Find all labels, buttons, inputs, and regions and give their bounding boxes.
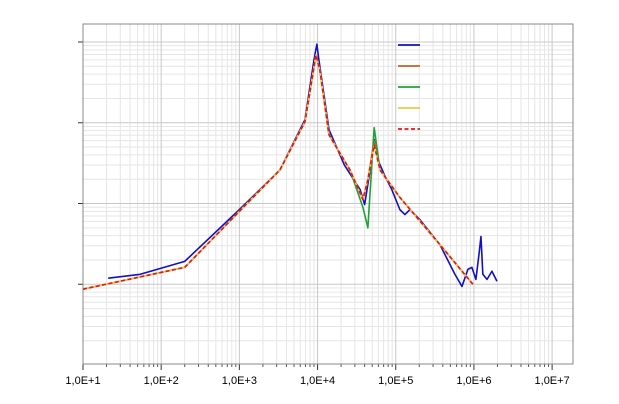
x-tick-label: 1,0E+3 — [222, 375, 257, 387]
plot-frame — [82, 23, 574, 365]
series-line — [83, 54, 474, 290]
x-tick-label: 1,0E+6 — [456, 375, 491, 387]
x-tick-label: 1,0E+2 — [144, 375, 179, 387]
x-tick-label: 1,0E+5 — [378, 375, 413, 387]
x-tick-label: 1,0E+4 — [300, 375, 335, 387]
x-tick-label: 1,0E+7 — [535, 375, 570, 387]
x-tick-label: 1,0E+1 — [65, 375, 100, 387]
